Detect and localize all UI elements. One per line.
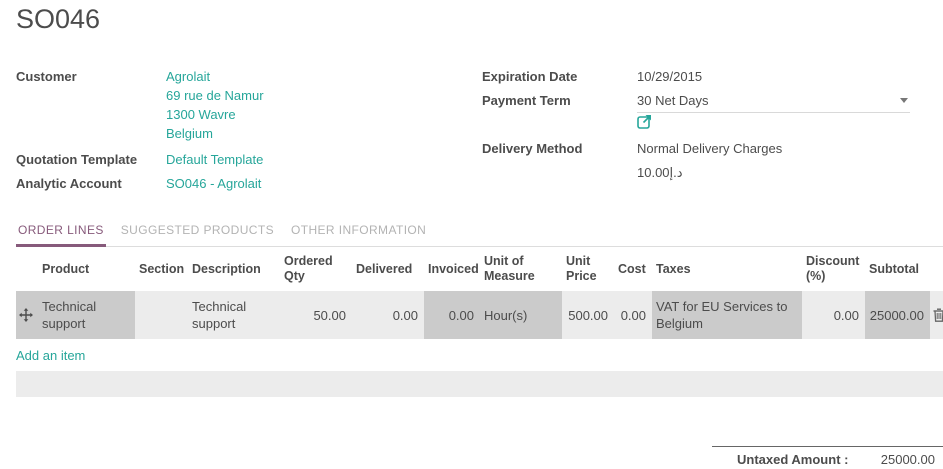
payment-term-value: 30 Net Days: [637, 93, 709, 108]
order-lines-header: Product Section Description Ordered Qty …: [16, 247, 943, 291]
cell-subtotal[interactable]: 25000.00: [865, 291, 930, 339]
field-delivery-price: 10.00د.إ: [482, 163, 934, 182]
header-handle-spacer: [16, 247, 38, 291]
untaxed-amount-value: 25000.00: [880, 452, 935, 467]
tab-other-information[interactable]: OTHER INFORMATION: [290, 223, 427, 237]
customer-street[interactable]: 69 rue de Namur: [166, 88, 264, 103]
page-title: SO046: [16, 4, 101, 34]
customer-value: Agrolait 69 rue de Namur 1300 Wavre Belg…: [166, 67, 482, 143]
header-trash-spacer: [930, 247, 943, 291]
payment-term-input[interactable]: 30 Net Days: [637, 91, 910, 113]
notebook-tabbar: ORDER LINES SUGGESTED PRODUCTS OTHER INF…: [16, 223, 943, 247]
col-header-delivered[interactable]: Delivered: [356, 261, 413, 276]
sale-order-form: SO046 Customer Agrolait 69 rue de Namur …: [16, 4, 943, 397]
customer-name-link[interactable]: Agrolait: [166, 69, 211, 84]
form-right-column: Expiration Date 10/29/2015 Payment Term …: [482, 67, 943, 198]
col-header-uom[interactable]: Unit of Measure: [484, 254, 535, 283]
quotation-template-label: Quotation Template: [16, 152, 138, 167]
totals-block: Untaxed Amount : 25000.00: [712, 446, 943, 467]
customer-country[interactable]: Belgium: [166, 126, 213, 141]
tab-order-lines[interactable]: ORDER LINES: [16, 223, 106, 247]
row-handle-cell: [16, 291, 38, 339]
field-analytic-account: Analytic Account SO046 - Agrolait: [16, 174, 482, 193]
field-delivery-method: Delivery Method Normal Delivery Charges: [482, 139, 934, 158]
cell-cost[interactable]: 0.00: [614, 291, 652, 339]
external-link-icon[interactable]: [637, 115, 652, 132]
col-header-section[interactable]: Section: [139, 261, 185, 276]
col-header-ordered-qty[interactable]: Ordered Qty: [284, 254, 333, 283]
terms-notes-field[interactable]: [16, 371, 943, 397]
cell-ordered-qty[interactable]: 50.00: [280, 291, 352, 339]
cell-taxes[interactable]: VAT for EU Services to Belgium: [652, 291, 802, 339]
delivery-price-value: 10.00د.إ: [637, 165, 683, 180]
analytic-account-value[interactable]: SO046 - Agrolait: [166, 176, 262, 191]
trash-icon[interactable]: [933, 308, 943, 322]
cell-uom[interactable]: Hour(s): [480, 291, 562, 339]
delivery-price-spacer: [482, 163, 637, 182]
col-header-unit-price[interactable]: Unit Price: [566, 254, 597, 283]
delivery-method-value: Normal Delivery Charges: [637, 141, 783, 156]
untaxed-amount-label: Untaxed Amount :: [737, 452, 849, 467]
order-line-row[interactable]: Technical support Technical support 50.0…: [16, 291, 943, 339]
cell-invoiced[interactable]: 0.00: [424, 291, 480, 339]
cell-discount[interactable]: 0.00: [802, 291, 865, 339]
col-header-product[interactable]: Product: [42, 261, 90, 276]
cell-delivered[interactable]: 0.00: [352, 291, 424, 339]
col-header-cost[interactable]: Cost: [618, 261, 646, 276]
form-left-column: Customer Agrolait 69 rue de Namur 1300 W…: [16, 67, 482, 198]
analytic-account-label: Analytic Account: [16, 176, 122, 191]
chevron-down-icon[interactable]: [900, 98, 908, 103]
col-header-taxes[interactable]: Taxes: [656, 261, 691, 276]
payment-term-label: Payment Term: [482, 93, 571, 108]
field-expiration-date: Expiration Date 10/29/2015: [482, 67, 934, 86]
expiration-date-value: 10/29/2015: [637, 69, 703, 84]
customer-label: Customer: [16, 69, 77, 84]
cell-section[interactable]: [135, 291, 188, 339]
order-lines-table: Product Section Description Ordered Qty …: [16, 247, 943, 339]
payment-term-field: 30 Net Days: [637, 91, 934, 134]
tab-suggested-products[interactable]: SUGGESTED PRODUCTS: [120, 223, 274, 237]
col-header-description[interactable]: Description: [192, 261, 261, 276]
customer-city[interactable]: 1300 Wavre: [166, 107, 236, 122]
field-quotation-template: Quotation Template Default Template: [16, 150, 482, 169]
cell-product[interactable]: Technical support: [38, 291, 135, 339]
delivery-method-label: Delivery Method: [482, 141, 583, 156]
drag-handle-icon[interactable]: [19, 308, 33, 322]
cell-description[interactable]: Technical support: [188, 291, 280, 339]
row-trash-cell: [930, 291, 943, 339]
cell-unit-price[interactable]: 500.00: [562, 291, 614, 339]
col-header-discount[interactable]: Discount (%): [806, 254, 860, 283]
quotation-template-value[interactable]: Default Template: [166, 152, 264, 167]
form-grid: Customer Agrolait 69 rue de Namur 1300 W…: [16, 67, 943, 198]
add-an-item-link[interactable]: Add an item: [16, 348, 86, 363]
field-payment-term: Payment Term 30 Net Days: [482, 91, 934, 134]
col-header-invoiced[interactable]: Invoiced: [428, 261, 479, 276]
col-header-subtotal[interactable]: Subtotal: [869, 261, 919, 276]
expiration-date-label: Expiration Date: [482, 69, 578, 84]
field-customer: Customer Agrolait 69 rue de Namur 1300 W…: [16, 67, 482, 143]
